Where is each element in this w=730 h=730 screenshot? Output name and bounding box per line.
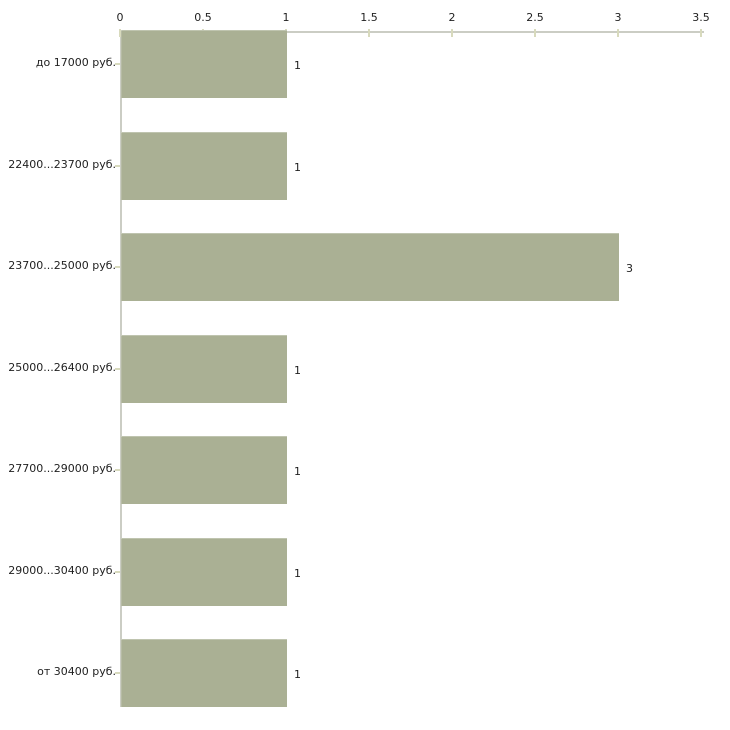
category-tick-mark: [115, 571, 120, 573]
bar: [121, 30, 287, 98]
x-axis-line: [120, 31, 704, 33]
category-label: 29000...30400 руб.: [8, 564, 116, 577]
bar-value-label: 1: [294, 567, 301, 580]
category-label: 23700...25000 руб.: [8, 259, 116, 272]
category-tick-mark: [115, 672, 120, 674]
bar-value-label: 1: [294, 465, 301, 478]
x-axis-tick-mark: [451, 29, 453, 37]
bar: [121, 538, 287, 606]
bar-value-label: 3: [626, 262, 633, 275]
bar-value-label: 1: [294, 668, 301, 681]
category-tick-mark: [115, 469, 120, 471]
category-tick-mark: [115, 266, 120, 268]
x-axis-tick-mark: [368, 29, 370, 37]
x-axis-tick-label: 1: [282, 11, 290, 24]
bar: [121, 436, 287, 504]
category-label: 22400...23700 руб.: [8, 158, 116, 171]
x-axis-tick-mark: [617, 29, 619, 37]
category-tick-mark: [115, 63, 120, 65]
bar: [121, 639, 287, 707]
x-axis-tick-mark: [534, 29, 536, 37]
bar: [121, 335, 287, 403]
x-axis-tick-mark: [119, 29, 121, 37]
x-axis-tick-label: 1.5: [360, 11, 378, 24]
bar: [121, 132, 287, 200]
category-label: 25000...26400 руб.: [8, 361, 116, 374]
x-axis-tick-label: 3.5: [692, 11, 710, 24]
category-label: от 30400 руб.: [37, 665, 116, 678]
x-axis-tick-label: 3: [614, 11, 622, 24]
category-tick-mark: [115, 368, 120, 370]
category-tick-mark: [115, 165, 120, 167]
bar-value-label: 1: [294, 59, 301, 72]
bar-value-label: 1: [294, 364, 301, 377]
x-axis-tick-mark: [700, 29, 702, 37]
x-axis-tick-label: 0: [116, 11, 124, 24]
x-axis-tick-label: 2: [448, 11, 456, 24]
category-label: до 17000 руб.: [35, 56, 116, 69]
x-axis-tick-label: 2.5: [526, 11, 544, 24]
bar-value-label: 1: [294, 161, 301, 174]
category-label: 27700...29000 руб.: [8, 462, 116, 475]
bar: [121, 233, 619, 301]
x-axis-tick-label: 0.5: [194, 11, 212, 24]
